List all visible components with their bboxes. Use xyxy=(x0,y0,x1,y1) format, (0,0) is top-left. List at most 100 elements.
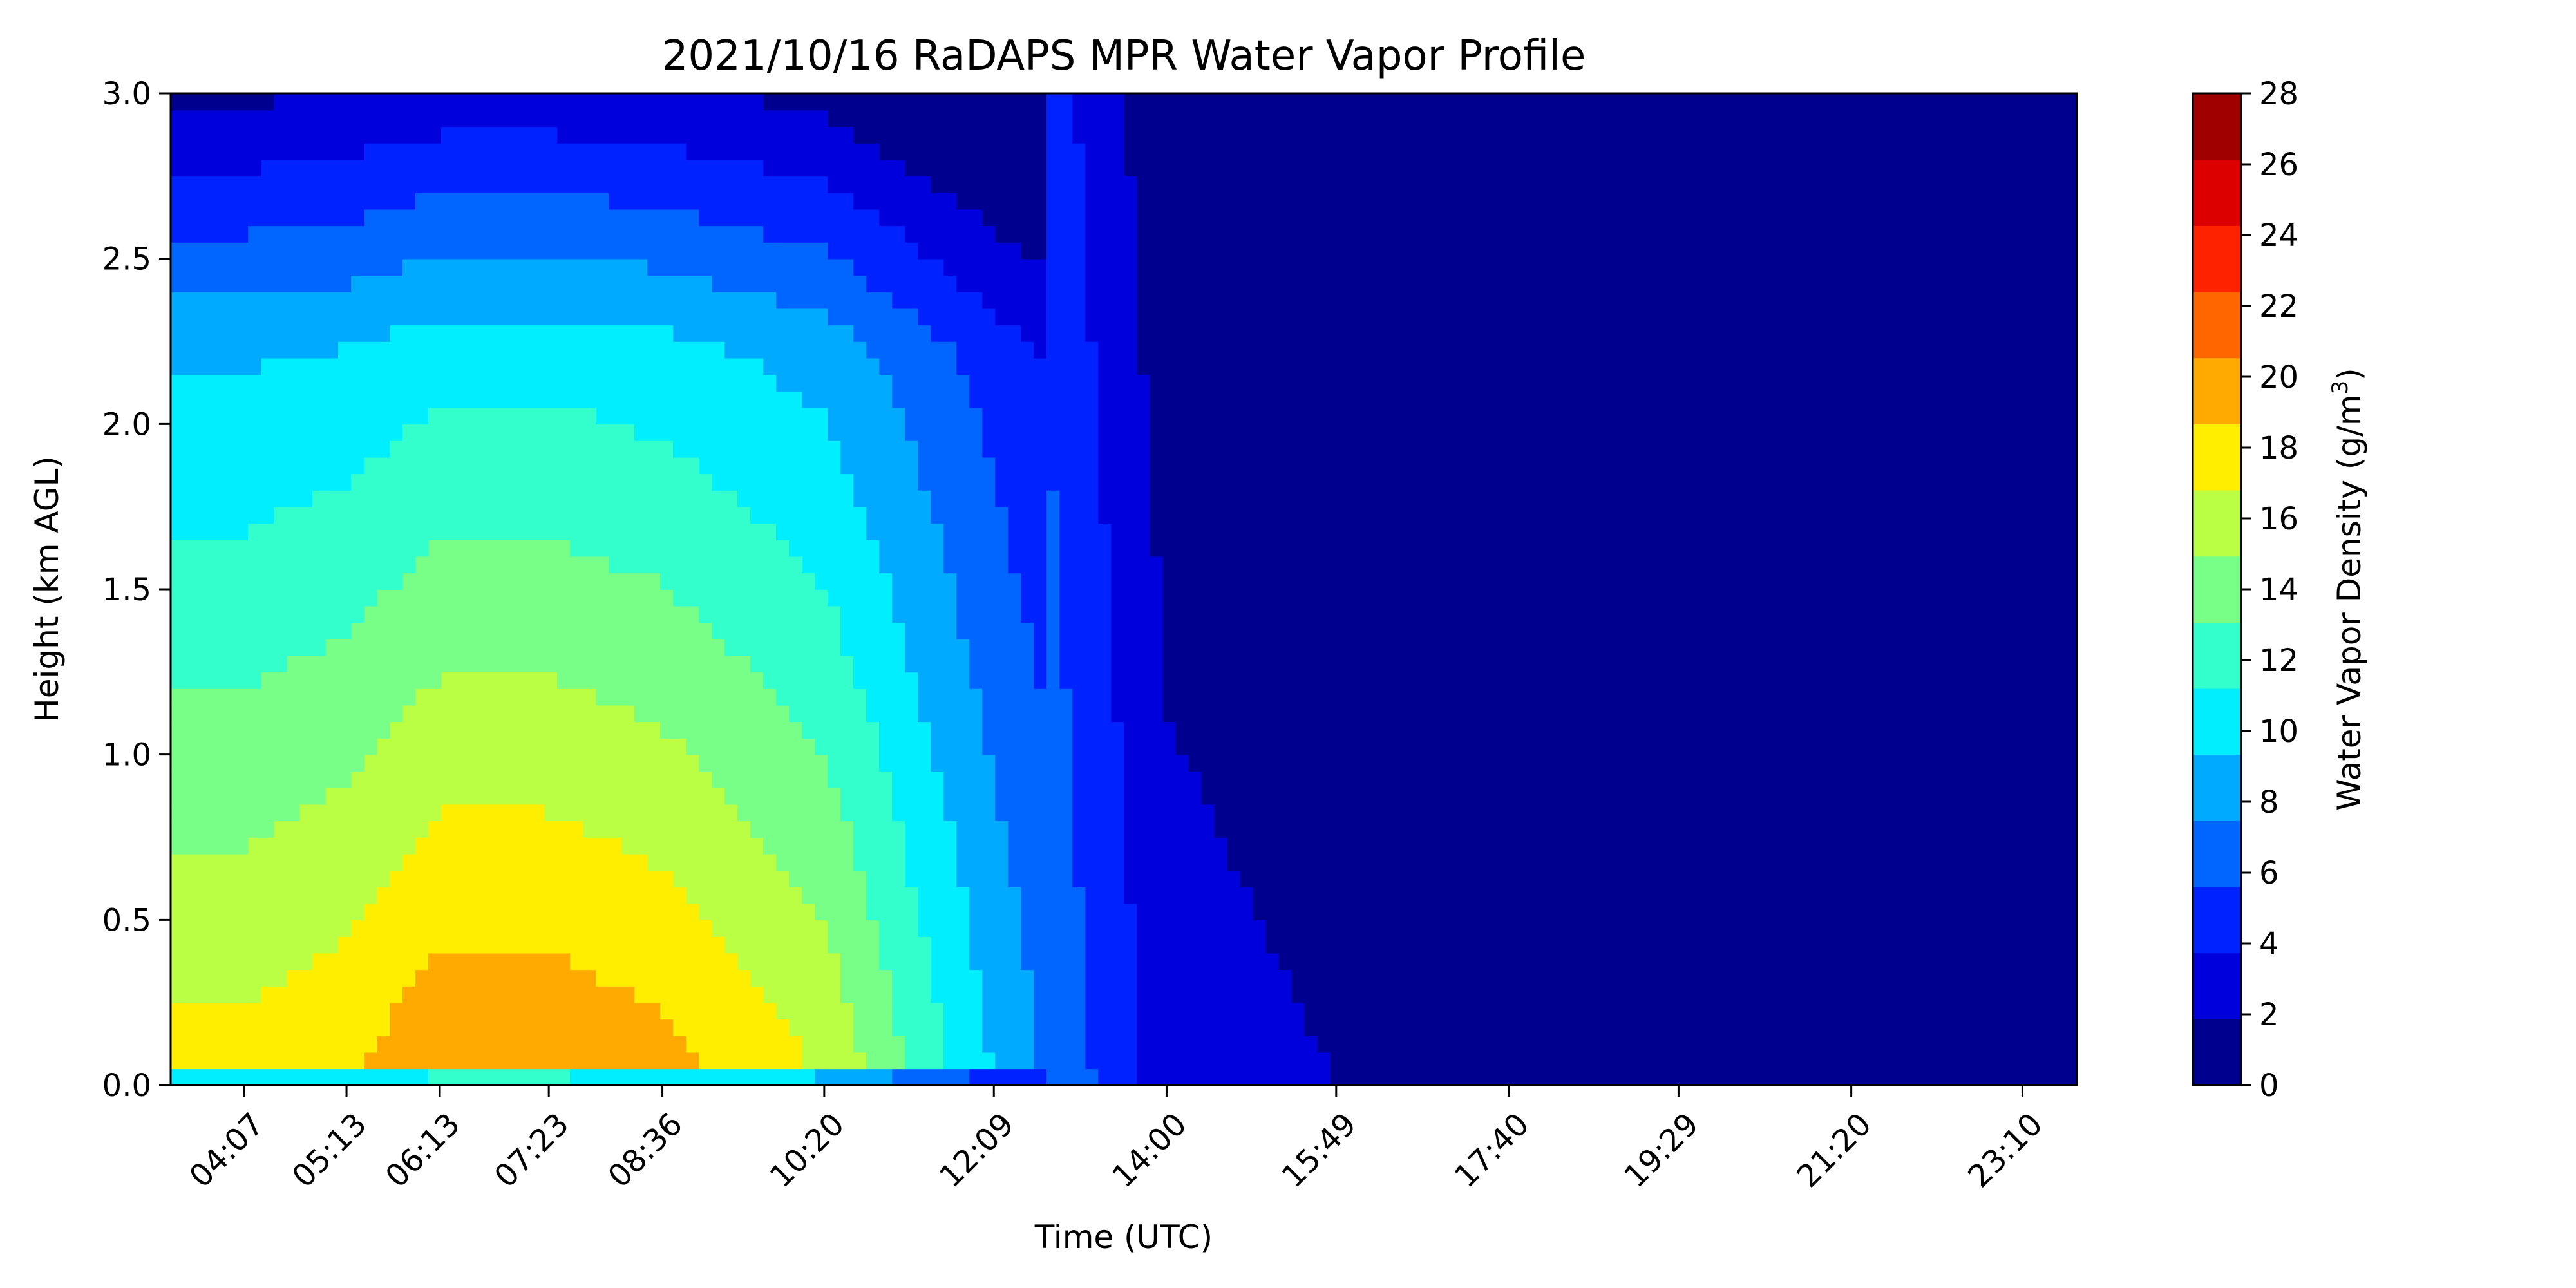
field-cell xyxy=(428,258,442,276)
field-cell xyxy=(402,1019,416,1036)
field-cell xyxy=(493,705,506,723)
field-cell xyxy=(789,573,802,590)
field-cell xyxy=(931,589,944,607)
field-cell xyxy=(712,853,725,871)
field-cell xyxy=(1162,1068,1176,1085)
field-cell xyxy=(995,126,1009,144)
field-cell xyxy=(364,804,377,822)
field-cell xyxy=(287,308,300,326)
field-cell xyxy=(287,672,300,689)
field-cell xyxy=(557,655,571,673)
field-cell xyxy=(390,473,403,491)
field-cell xyxy=(441,308,455,326)
field-cell xyxy=(1175,1068,1189,1085)
field-cell xyxy=(454,126,468,144)
field-cell xyxy=(621,738,635,755)
field-cell xyxy=(686,639,699,656)
field-cell xyxy=(879,126,893,144)
field-cell xyxy=(1227,705,1240,723)
field-cell xyxy=(1111,473,1124,491)
field-cell xyxy=(763,556,777,574)
field-cell xyxy=(570,986,583,1003)
field-cell xyxy=(338,93,352,111)
field-cell xyxy=(351,1002,365,1020)
field-cell xyxy=(583,506,596,524)
field-cell xyxy=(1072,754,1086,772)
field-cell xyxy=(209,1019,223,1036)
field-cell xyxy=(1124,159,1137,177)
field-cell xyxy=(1124,936,1137,954)
field-cell xyxy=(1227,688,1240,706)
field-cell xyxy=(686,473,699,491)
field-cell xyxy=(1021,788,1034,805)
field-cell xyxy=(428,705,442,723)
field-cell xyxy=(287,1052,300,1070)
field-cell xyxy=(1124,986,1137,1003)
field-cell xyxy=(493,523,506,540)
field-cell xyxy=(879,1019,893,1036)
field-cell xyxy=(209,672,223,689)
field-cell xyxy=(853,556,867,574)
field-cell xyxy=(724,275,738,292)
field-cell xyxy=(493,457,506,475)
field-cell xyxy=(274,556,287,574)
field-cell xyxy=(789,754,802,772)
field-cell xyxy=(1085,242,1099,260)
field-cell xyxy=(1008,506,1021,524)
field-cell xyxy=(428,143,442,160)
field-cell xyxy=(1085,754,1099,772)
field-cell xyxy=(428,589,442,607)
field-cell xyxy=(776,952,790,971)
field-cell xyxy=(956,308,970,326)
field-cell xyxy=(840,688,854,706)
field-cell xyxy=(1085,292,1099,309)
field-cell xyxy=(763,523,777,540)
field-cell xyxy=(918,308,931,326)
field-cell xyxy=(338,143,352,160)
field-cell xyxy=(982,159,996,177)
field-cell xyxy=(892,506,905,524)
field-cell xyxy=(1046,1036,1060,1053)
field-cell xyxy=(634,771,648,788)
field-cell xyxy=(583,176,596,193)
field-cell xyxy=(724,540,738,557)
field-cell xyxy=(506,754,519,772)
field-cell xyxy=(892,242,905,260)
field-cell xyxy=(892,920,905,937)
field-cell xyxy=(1085,969,1099,987)
field-cell xyxy=(840,952,854,971)
field-cell xyxy=(415,605,429,623)
field-cell xyxy=(673,1036,687,1053)
field-cell xyxy=(596,308,609,326)
field-cell xyxy=(338,721,352,739)
field-cell xyxy=(943,1002,957,1020)
field-cell xyxy=(724,523,738,540)
field-cell xyxy=(325,804,339,822)
field-cell xyxy=(879,688,893,706)
field-cell xyxy=(609,457,622,475)
field-cell xyxy=(828,605,841,623)
field-cell xyxy=(287,1002,300,1020)
field-cell xyxy=(467,275,480,292)
field-cell xyxy=(1034,275,1047,292)
field-cell xyxy=(531,159,545,177)
field-cell xyxy=(1175,870,1189,887)
field-cell xyxy=(943,506,957,524)
field-cell xyxy=(171,952,184,971)
field-cell xyxy=(415,490,429,507)
field-cell xyxy=(1059,540,1073,557)
field-cell xyxy=(1059,771,1073,788)
field-cell xyxy=(570,1002,583,1020)
field-cell xyxy=(1021,688,1034,706)
field-cell xyxy=(1111,506,1124,524)
field-cell xyxy=(712,804,725,822)
field-cell xyxy=(415,738,429,755)
field-cell xyxy=(287,870,300,887)
field-cell xyxy=(454,357,468,375)
field-cell xyxy=(828,672,841,689)
field-cell xyxy=(1072,506,1086,524)
field-cell xyxy=(248,887,261,904)
field-cell xyxy=(712,407,725,425)
field-cell xyxy=(750,837,764,855)
field-cell xyxy=(802,1052,815,1070)
